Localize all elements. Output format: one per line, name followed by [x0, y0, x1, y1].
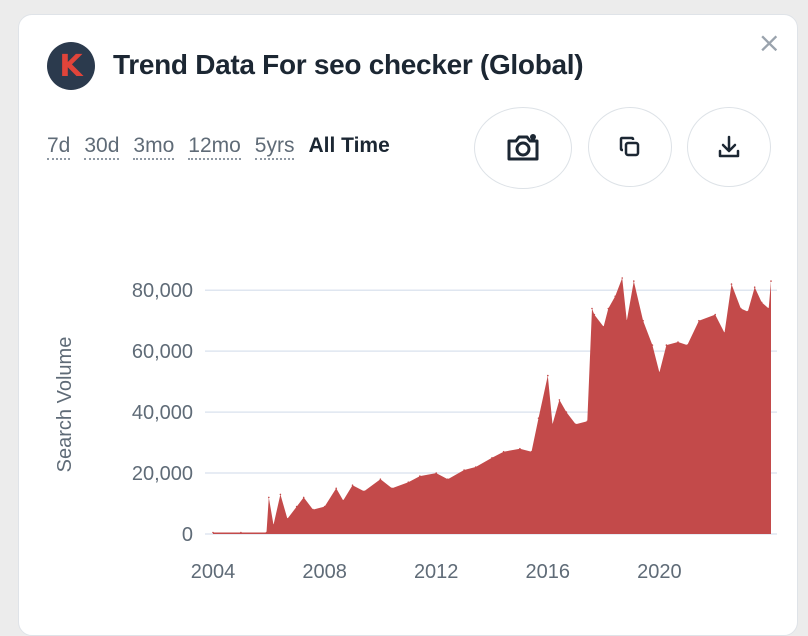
range-7d[interactable]: 7d: [47, 134, 71, 160]
data-point: [279, 493, 282, 496]
data-point: [714, 313, 716, 316]
data-point: [760, 301, 763, 304]
data-point: [419, 475, 421, 477]
data-point: [677, 341, 679, 343]
data-point: [730, 283, 733, 285]
y-tick-label: 60,000: [132, 341, 193, 363]
data-point: [491, 457, 493, 459]
data-point: [474, 466, 477, 468]
data-point: [240, 531, 242, 534]
copy-icon: [619, 136, 640, 157]
data-point: [463, 469, 465, 471]
y-tick-label: 40,000: [132, 402, 193, 424]
data-point: [502, 450, 505, 453]
data-point: [651, 344, 654, 346]
y-axis-label: Search Volume: [54, 337, 76, 473]
data-point: [391, 487, 393, 490]
x-tick-label: 2020: [637, 561, 682, 583]
data-point: [586, 420, 589, 423]
data-point: [272, 524, 275, 526]
y-tick-label: 80,000: [132, 280, 193, 302]
camera-icon: [507, 134, 539, 161]
data-point: [547, 374, 549, 377]
y-tick-label: 20,000: [132, 463, 193, 485]
search-volume-chart: 0 20,000 40,000 60,000 80,000 2004 2008 2012 201…: [54, 277, 777, 583]
x-tick-label: 2004: [191, 561, 236, 583]
close-icon[interactable]: ×: [757, 26, 781, 59]
data-point: [665, 344, 668, 346]
data-point: [767, 307, 770, 310]
x-tick-label: 2016: [526, 561, 571, 583]
data-point: [407, 481, 410, 484]
trend-data-card: K Trend Data For seo checker (Global) × …: [18, 14, 798, 636]
data-point: [268, 496, 270, 499]
data-point: [363, 490, 365, 493]
logo-letter: K: [59, 48, 83, 84]
data-point: [574, 423, 577, 426]
data-point: [212, 531, 214, 534]
data-point: [626, 319, 628, 322]
data-point: [295, 505, 298, 508]
screenshot-button[interactable]: [474, 107, 572, 189]
x-tick-label: 2008: [302, 561, 347, 583]
data-point: [447, 478, 449, 481]
data-point: [302, 496, 305, 499]
data-point: [723, 332, 726, 334]
range-30d[interactable]: 30d: [84, 134, 120, 160]
data-point: [658, 371, 661, 374]
data-point: [342, 499, 345, 502]
data-point: [558, 399, 561, 401]
range-3mo[interactable]: 3mo: [133, 134, 175, 160]
data-point: [519, 447, 521, 450]
data-point: [265, 531, 268, 534]
data-point: [642, 319, 644, 322]
data-point: [633, 280, 635, 282]
range-5yrs[interactable]: 5yrs: [254, 134, 295, 160]
data-point: [551, 423, 554, 426]
data-point: [698, 319, 700, 322]
y-tick-label: 0: [182, 524, 193, 546]
data-point: [312, 508, 314, 511]
data-point: [614, 295, 616, 298]
range-all-time[interactable]: All Time: [308, 134, 390, 157]
data-point: [621, 277, 623, 279]
data-point: [740, 307, 742, 310]
download-icon: [718, 135, 740, 158]
series-area: [213, 278, 771, 534]
data-point: [591, 307, 593, 310]
data-point: [753, 286, 756, 289]
range-12mo[interactable]: 12mo: [188, 134, 241, 160]
data-point: [593, 313, 596, 316]
data-point: [770, 280, 772, 282]
download-button[interactable]: [687, 107, 771, 187]
data-point: [537, 417, 540, 420]
data-point: [747, 310, 749, 313]
data-point: [379, 478, 382, 481]
keywords-everywhere-logo: K: [47, 42, 95, 90]
data-point: [686, 344, 689, 346]
data-point: [335, 487, 338, 490]
data-point: [602, 326, 605, 328]
data-point: [351, 484, 354, 487]
copy-button[interactable]: [588, 107, 672, 187]
data-point: [565, 411, 568, 413]
data-point: [323, 505, 326, 508]
card-title: Trend Data For seo checker (Global): [113, 49, 584, 80]
data-point: [530, 450, 533, 453]
data-point: [286, 518, 289, 520]
time-range-selector: 7d 30d 3mo 12mo 5yrs All Time: [47, 134, 390, 160]
x-tick-label: 2012: [414, 561, 459, 583]
data-point: [607, 307, 610, 310]
data-point: [435, 472, 438, 474]
